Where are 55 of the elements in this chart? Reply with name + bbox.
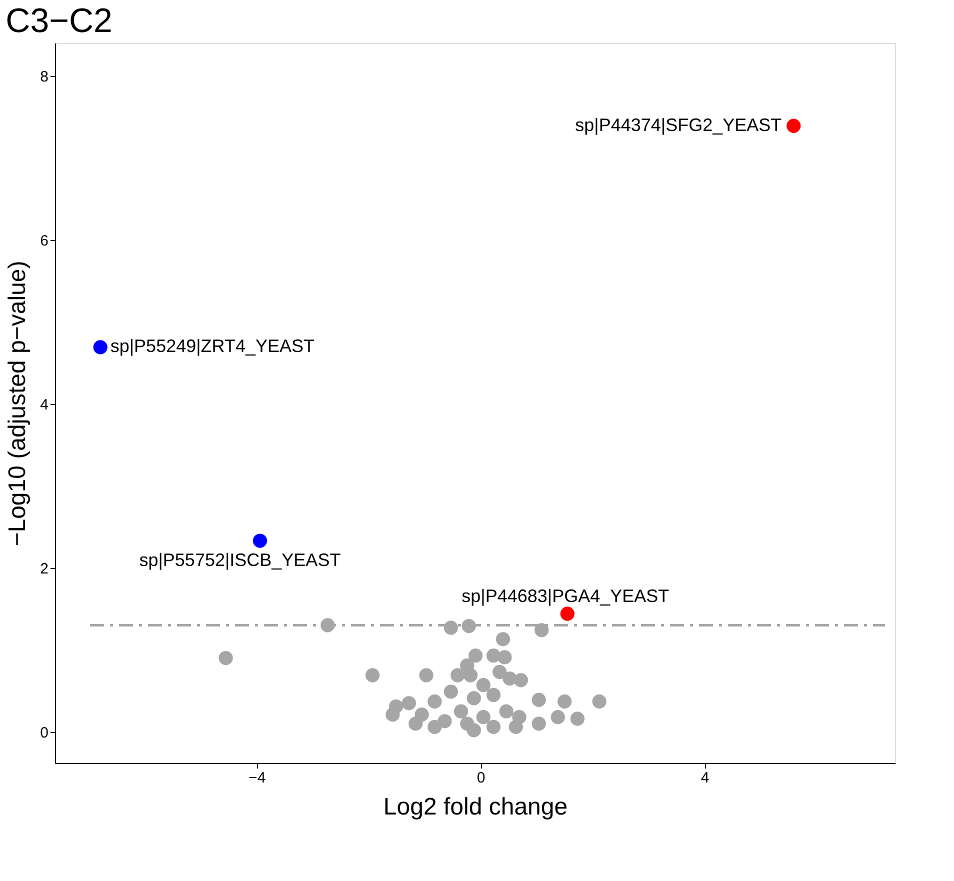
point (592, 694, 606, 709)
point (496, 632, 510, 646)
point (486, 720, 501, 734)
annotation: sp|P44374|SFG2_YEAST (575, 114, 782, 135)
point (419, 668, 434, 682)
point (462, 618, 476, 634)
point (476, 710, 490, 724)
x-tick-label: −4 (248, 770, 266, 786)
point (454, 704, 468, 718)
point (532, 716, 546, 731)
point (570, 712, 585, 726)
point (460, 716, 474, 731)
point (476, 678, 490, 692)
y-axis-title: −Log10 (adjusted p−value) (4, 260, 32, 546)
point (498, 650, 512, 664)
chart-title: C3−C2 (6, 2, 112, 40)
x-tick-label: 4 (700, 770, 710, 786)
y-tick-label: 4 (40, 396, 48, 414)
point (428, 694, 442, 709)
point (466, 691, 481, 706)
point (786, 118, 801, 133)
annotation: sp|P55752|ISCB_YEAST (139, 550, 341, 570)
point (532, 692, 546, 707)
annotation: sp|P44683|PGA4_YEAST (462, 586, 670, 606)
point (320, 618, 335, 632)
x-axis-title: Log2 fold change (383, 794, 568, 820)
point (560, 606, 574, 621)
point (499, 704, 514, 718)
point (450, 668, 465, 682)
point (512, 710, 526, 724)
point (252, 534, 268, 548)
y-tick-label: 2 (40, 560, 48, 578)
point (492, 664, 507, 680)
point (550, 710, 565, 724)
point (365, 668, 380, 682)
annotation: sp|P55249|ZRT4_YEAST (110, 336, 314, 356)
point (468, 648, 483, 663)
point (502, 671, 517, 686)
point (514, 673, 528, 688)
point (444, 620, 458, 635)
point (486, 688, 501, 702)
y-tick-label: 0 (40, 724, 48, 742)
y-tick-label: 8 (40, 68, 48, 86)
point (386, 708, 400, 722)
point (218, 650, 233, 666)
point (93, 340, 108, 354)
point (402, 696, 416, 710)
x-tick-label: 0 (476, 770, 486, 786)
point (414, 708, 429, 722)
point (558, 694, 572, 709)
y-tick-label: 6 (40, 232, 48, 250)
point (444, 684, 458, 699)
point (438, 714, 452, 728)
point (463, 668, 478, 682)
point (534, 623, 549, 638)
